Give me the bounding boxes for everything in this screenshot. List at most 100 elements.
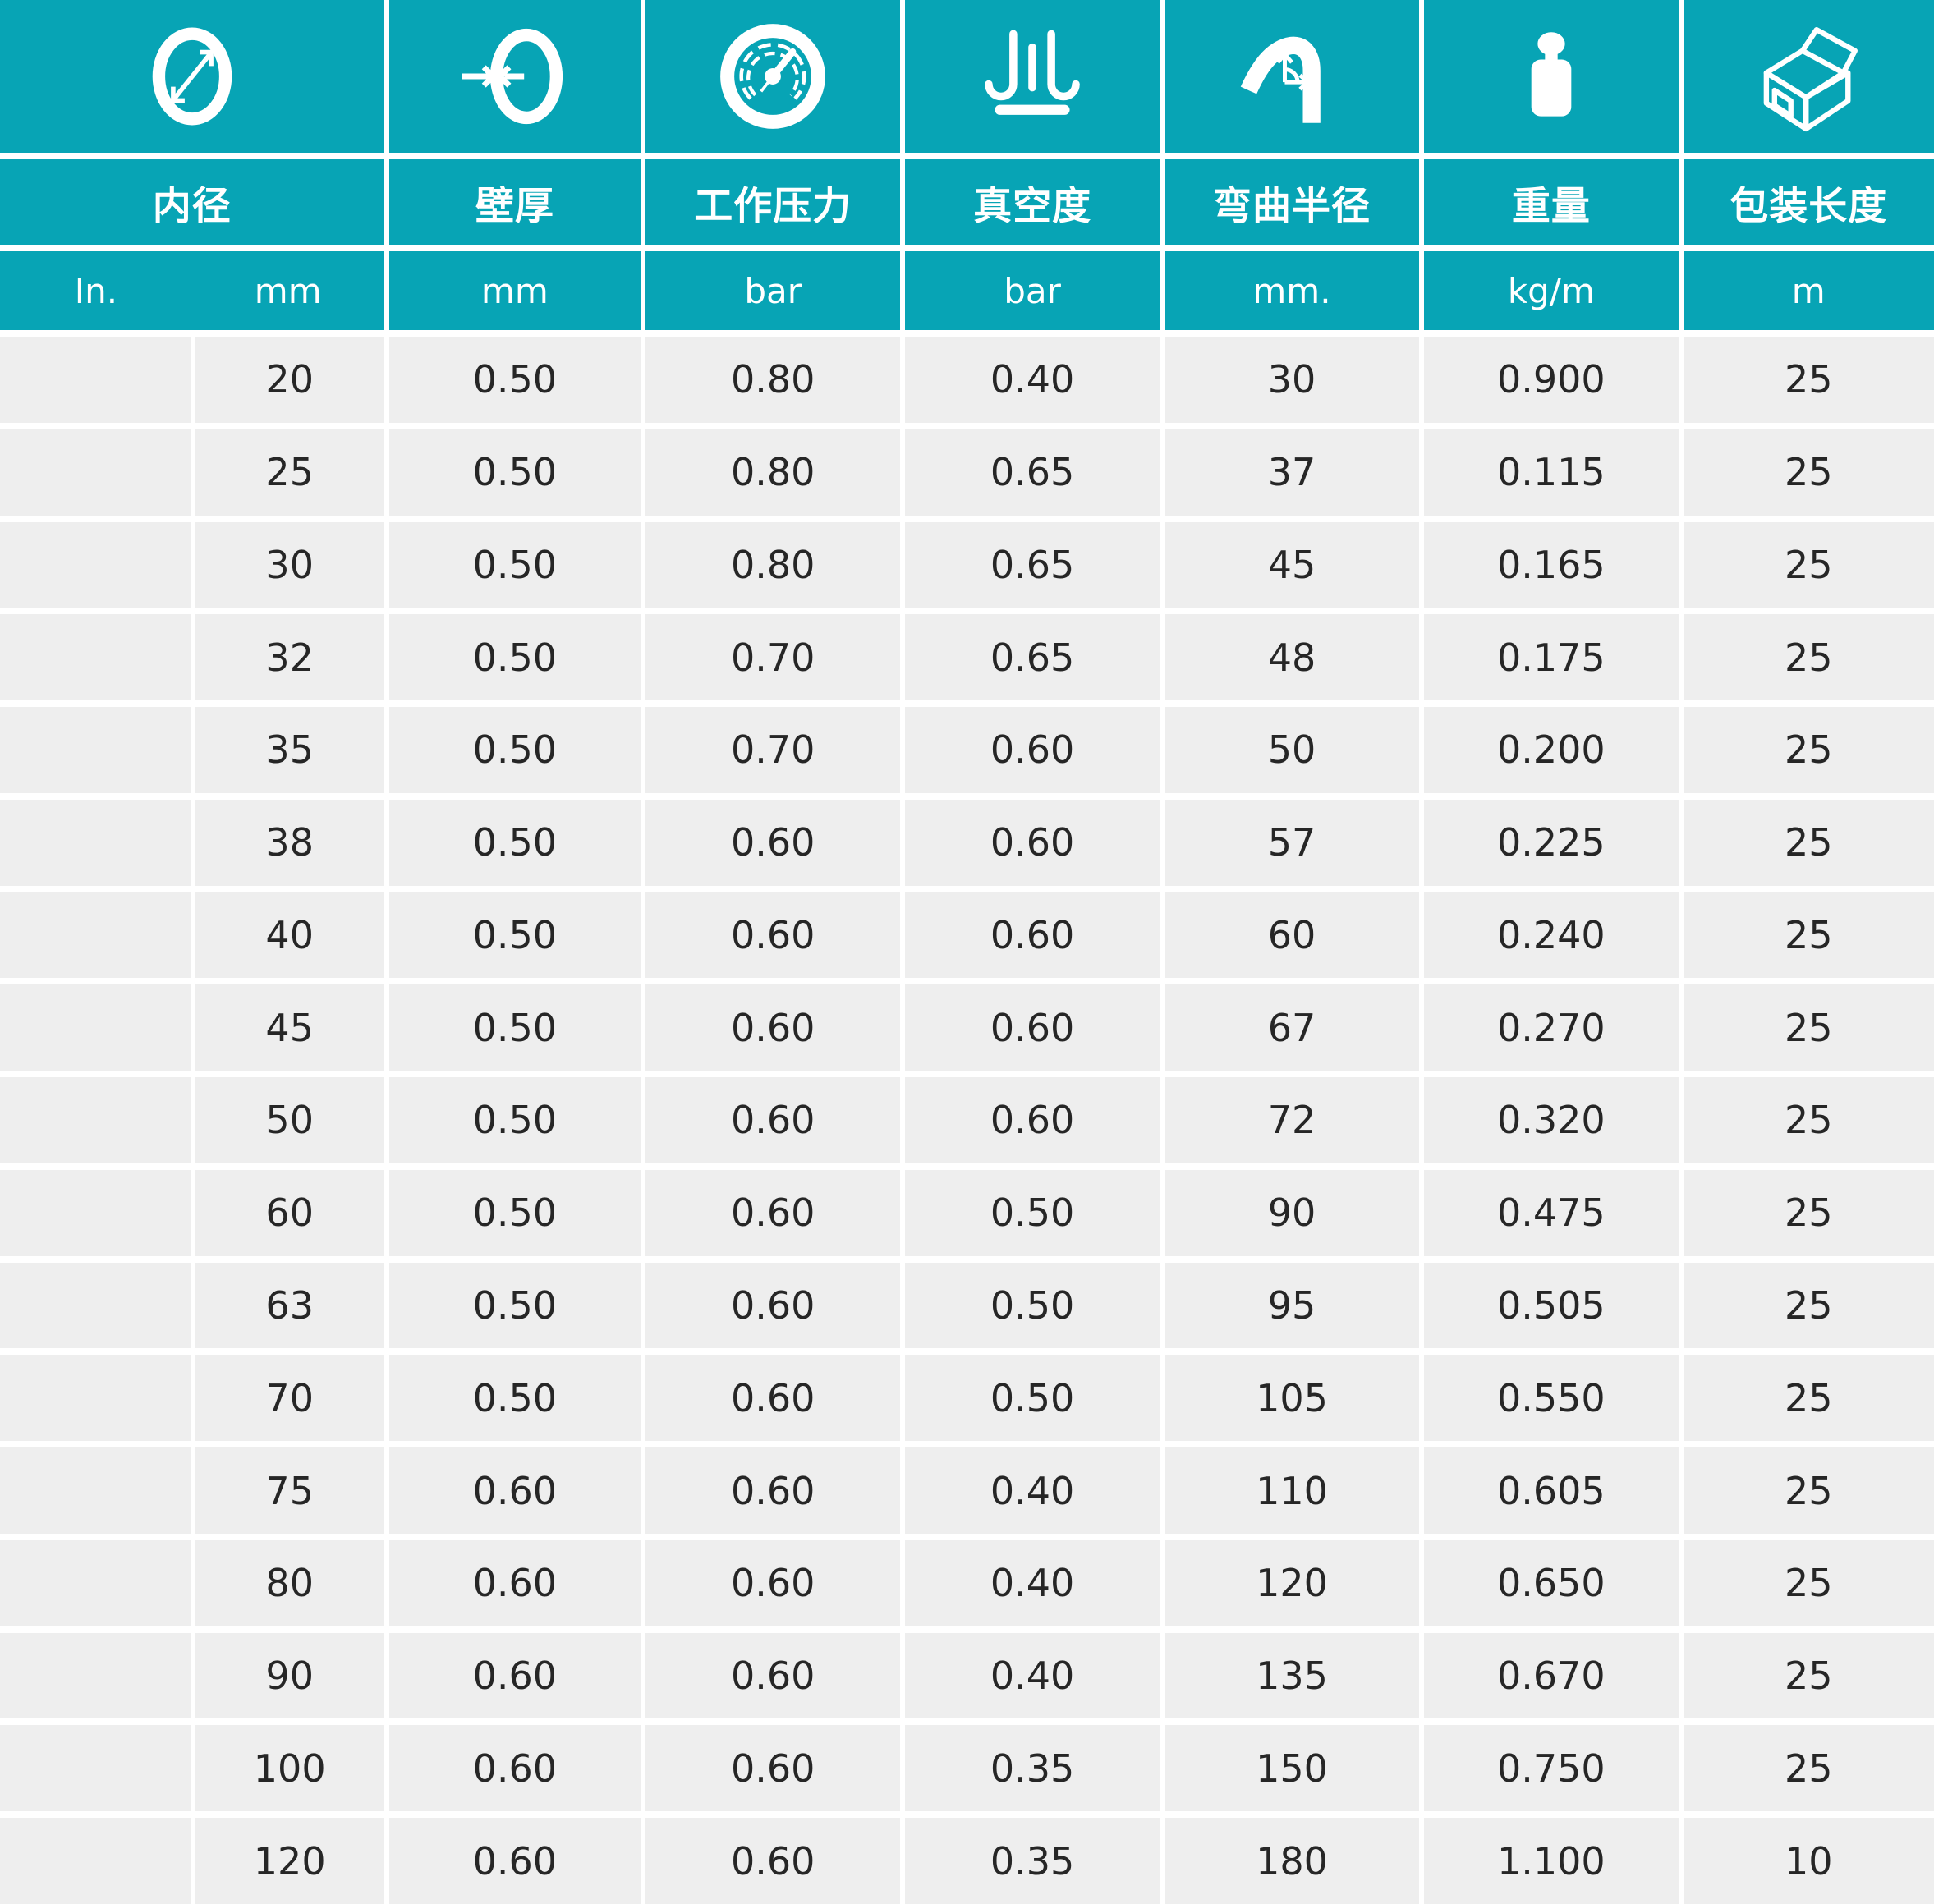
table-cell: 0.165: [1424, 521, 1679, 608]
table-cell: 25: [1683, 1262, 1934, 1349]
table-cell: 0.50: [905, 1169, 1160, 1256]
table-cell: 0.65: [905, 429, 1160, 516]
weight-header-icon-cell: [1424, 0, 1679, 153]
table-cell: 25: [1683, 1169, 1934, 1256]
table-cell: [0, 614, 191, 701]
table-cell: 25: [1683, 1077, 1934, 1163]
weight-icon: [1531, 32, 1572, 117]
table-cell: 25: [1683, 1447, 1934, 1534]
diameter-icon: [152, 27, 232, 126]
table-cell: 0.50: [388, 799, 641, 886]
table-cell: 0.60: [645, 1447, 901, 1534]
table-cell: 50: [1164, 707, 1420, 793]
column-label: 内径: [152, 183, 232, 229]
table-cell: 180: [1164, 1818, 1420, 1904]
table-cell: 150: [1164, 1725, 1420, 1812]
table-cell: 0.550: [1424, 1355, 1679, 1442]
package-length-header-icon-cell: [1683, 0, 1934, 153]
column-label: 真空度: [973, 183, 1092, 229]
table-cell: 0.60: [905, 984, 1160, 1071]
table-cell: 120: [195, 1818, 384, 1904]
table-cell: 60: [195, 1169, 384, 1256]
table-cell: 50: [195, 1077, 384, 1163]
table-cell: 0.225: [1424, 799, 1679, 886]
table-cell: 35: [195, 707, 384, 793]
table-cell: 0.50: [388, 521, 641, 608]
table-cell: 100: [195, 1725, 384, 1812]
table-cell: 25: [1683, 707, 1934, 793]
units-bend-radius: mm.: [1164, 251, 1420, 330]
table-cell: 0.115: [1424, 429, 1679, 516]
table-cell: 0.50: [388, 337, 641, 423]
table-cell: 0.60: [905, 799, 1160, 886]
table-cell: [0, 1539, 191, 1626]
table-cell: 0.40: [905, 337, 1160, 423]
table-cell: 0.70: [645, 614, 901, 701]
table-cell: 0.60: [388, 1447, 641, 1534]
table-cell: 0.60: [905, 1077, 1160, 1163]
table-cell: 0.60: [388, 1818, 641, 1904]
table-cell: 0.35: [905, 1818, 1160, 1904]
column-label: 弯曲半径: [1212, 183, 1371, 229]
table-cell: 25: [1683, 521, 1934, 608]
table-cell: 25: [1683, 337, 1934, 423]
units-wall-thickness: mm: [388, 251, 641, 330]
column-label: 包装长度: [1730, 183, 1888, 229]
table-cell: 0.80: [645, 337, 901, 423]
table-cell: 70: [195, 1355, 384, 1442]
table-cell: 1.100: [1424, 1818, 1679, 1904]
bend-radius-header-icon-cell: [1164, 0, 1420, 153]
table-cell: 0.50: [388, 707, 641, 793]
table-cell: 60: [1164, 892, 1420, 979]
vacuum-icon: [985, 30, 1080, 115]
table-cell: [0, 984, 191, 1071]
table-cell: 0.60: [388, 1632, 641, 1719]
table-cell: 0.65: [905, 521, 1160, 608]
unit-inches: In.: [74, 270, 118, 311]
table-cell: 0.270: [1424, 984, 1679, 1071]
vacuum-header-icon-cell: [905, 0, 1160, 153]
table-cell: [0, 1262, 191, 1349]
unit-mm: mm: [254, 270, 322, 311]
table-cell: 0.505: [1424, 1262, 1679, 1349]
table-cell: 0.60: [645, 892, 901, 979]
table-cell: 32: [195, 614, 384, 701]
table-cell: 25: [1683, 892, 1934, 979]
table-cell: 37: [1164, 429, 1420, 516]
table-cell: 30: [195, 521, 384, 608]
table-cell: 25: [1683, 1355, 1934, 1442]
table-cell: 0.750: [1424, 1725, 1679, 1812]
table-cell: 105: [1164, 1355, 1420, 1442]
column-header-wall-thickness: 壁厚: [388, 159, 641, 245]
table-cell: 0.200: [1424, 707, 1679, 793]
table-cell: 57: [1164, 799, 1420, 886]
table-cell: 0.50: [388, 429, 641, 516]
table-cell: 0.60: [645, 1632, 901, 1719]
table-cell: 72: [1164, 1077, 1420, 1163]
units-vacuum: bar: [905, 251, 1160, 330]
column-header-inner-diameter: 内径: [0, 159, 384, 245]
table-cell: 80: [195, 1539, 384, 1626]
table-cell: 0.50: [905, 1355, 1160, 1442]
table-cell: [0, 892, 191, 979]
table-cell: 0.80: [645, 521, 901, 608]
bend-radius-icon: [1240, 36, 1321, 123]
table-cell: [0, 1447, 191, 1534]
table-cell: 0.50: [388, 614, 641, 701]
units-package-length: m: [1683, 251, 1934, 330]
column-label: 壁厚: [475, 183, 554, 229]
table-cell: 0.60: [905, 707, 1160, 793]
table-cell: 25: [1683, 1539, 1934, 1626]
table-cell: 0.60: [645, 799, 901, 886]
table-cell: 0.50: [388, 1262, 641, 1349]
table-cell: 135: [1164, 1632, 1420, 1719]
table-cell: 0.50: [388, 984, 641, 1071]
table-cell: 0.605: [1424, 1447, 1679, 1534]
table-cell: [0, 1632, 191, 1719]
table-cell: 0.50: [388, 1169, 641, 1256]
table-cell: 0.60: [645, 984, 901, 1071]
column-header-working-pressure: 工作压力: [645, 159, 901, 245]
table-cell: [0, 1355, 191, 1442]
table-cell: 0.60: [645, 1262, 901, 1349]
table-cell: [0, 1169, 191, 1256]
